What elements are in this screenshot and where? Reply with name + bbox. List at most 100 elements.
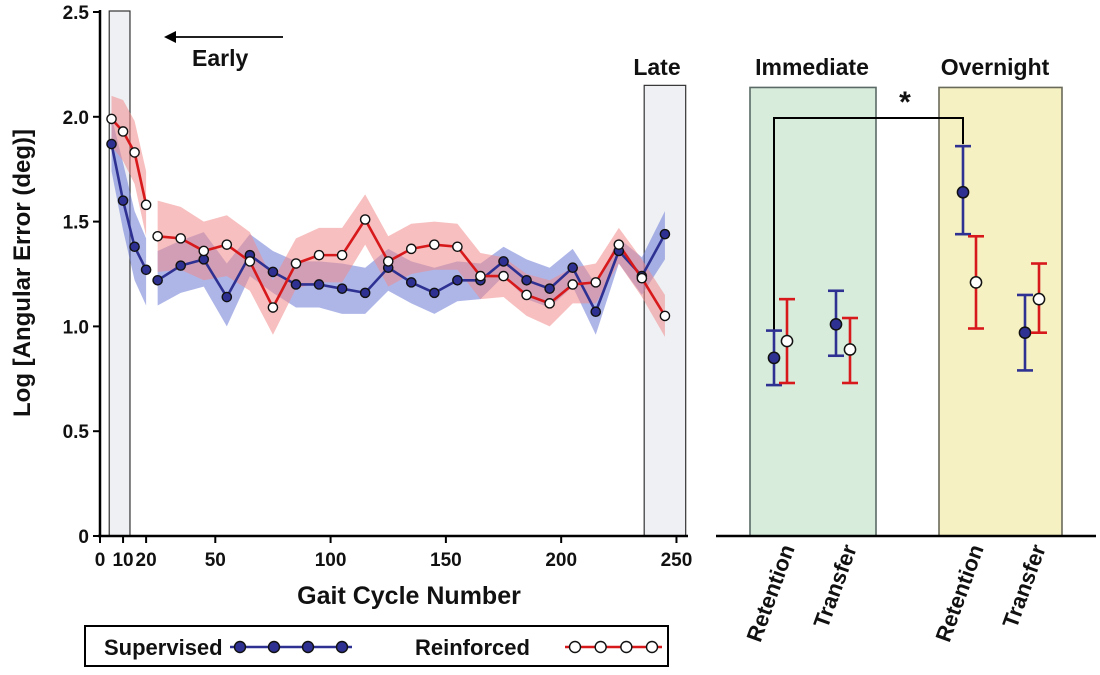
reinforced-point xyxy=(140,199,152,211)
reinforced-point xyxy=(359,214,371,225)
reinforced-point xyxy=(452,241,463,253)
early-label: Early xyxy=(192,45,248,71)
reinforced-point xyxy=(106,113,117,125)
supervised-point xyxy=(106,138,117,150)
legend-label-reinforced: Reinforced xyxy=(415,635,530,660)
supervised-line xyxy=(110,143,148,271)
reinforced-point xyxy=(521,289,532,301)
supervised-point xyxy=(117,195,129,206)
reinforced-mean-point xyxy=(969,276,983,289)
reinforced-point xyxy=(244,256,256,267)
x-tick-label: 0 xyxy=(95,550,106,571)
error-bars xyxy=(766,144,1047,387)
category-label: Transfer xyxy=(809,541,862,632)
category-label: Transfer xyxy=(998,541,1051,632)
y-tick-label: 2.0 xyxy=(63,108,89,129)
reinforced-point xyxy=(382,256,394,267)
supervised-point xyxy=(429,287,440,299)
reinforced-point xyxy=(175,233,187,244)
y-tick-label: 2.5 xyxy=(63,3,90,24)
overnight-label: Overnight xyxy=(941,54,1050,80)
supervised-mean-point xyxy=(829,317,843,331)
significance-bracket xyxy=(773,117,964,331)
category-label: Retention xyxy=(931,541,989,645)
reinforced-point xyxy=(117,126,129,137)
y-tick-label: 0.5 xyxy=(63,422,90,443)
reinforced-point xyxy=(221,239,233,250)
reinforced-band xyxy=(157,194,665,337)
reinforced-point xyxy=(313,249,325,261)
supervised-mean-point xyxy=(1018,326,1032,340)
supervised-point xyxy=(290,279,302,290)
x-tick-label: 150 xyxy=(430,550,462,571)
immediate-box xyxy=(749,86,877,537)
legend-marker xyxy=(301,640,315,654)
legend-symbol-reinforced xyxy=(565,640,662,654)
supervised-point xyxy=(521,274,532,286)
reinforced-point xyxy=(590,277,602,288)
significance-star: * xyxy=(899,86,911,119)
supervised-point xyxy=(544,283,555,294)
x-tick-label: 50 xyxy=(205,550,226,571)
reinforced-point xyxy=(544,298,555,309)
reinforced-mean-point xyxy=(1032,292,1046,306)
supervised-point xyxy=(452,274,463,286)
y-tick-label: 0 xyxy=(78,527,89,548)
reinforced-mean-point xyxy=(843,343,857,356)
x-axis-label: Gait Cycle Number xyxy=(297,582,521,610)
supervised-mean-point xyxy=(767,351,781,365)
reinforced-point xyxy=(567,279,579,290)
retention-transfer-panel: Immediate Overnight * Retention Transfer R… xyxy=(716,54,1096,645)
early-annotation: Early xyxy=(164,31,283,71)
y-axis-ticks: 0 0.5 1.0 1.5 2.0 2.5 xyxy=(63,3,100,548)
supervised-point xyxy=(567,262,579,274)
supervised-band xyxy=(111,116,147,306)
x-tick-label: 10 xyxy=(112,550,133,571)
immediate-label: Immediate xyxy=(755,54,869,80)
reinforced-line xyxy=(110,118,148,206)
overnight-box xyxy=(938,86,1063,537)
legend-marker xyxy=(620,640,633,654)
supervised-point xyxy=(336,283,348,294)
early-arrowhead-icon xyxy=(164,31,176,43)
supervised-point xyxy=(152,274,163,286)
x-axis-ticks: 0 10 20 50 100 150 200 250 xyxy=(95,536,693,571)
reinforced-point xyxy=(129,147,140,158)
supervised-point xyxy=(659,228,671,240)
time-course-panel: 0 0.5 1.0 1.5 2.0 2.5 0 10 20 50 100 150 200 250 Log… xyxy=(9,3,692,610)
y-tick-label: 1.0 xyxy=(63,317,89,338)
reinforced-mean-point xyxy=(780,334,794,348)
reinforced-point xyxy=(198,245,210,257)
legend-marker xyxy=(568,640,582,654)
category-label: Retention xyxy=(742,541,800,645)
series-points xyxy=(106,113,671,322)
reinforced-point xyxy=(659,310,671,322)
reinforced-point xyxy=(336,249,348,261)
supervised-point xyxy=(221,291,233,303)
late-label: Late xyxy=(633,54,680,80)
legend-marker xyxy=(233,640,247,654)
legend: Supervised Reinforced xyxy=(84,625,669,667)
y-axis-label: Log [Angular Error (deg)] xyxy=(9,129,36,417)
reinforced-point xyxy=(267,302,279,313)
reinforced-point xyxy=(405,243,417,255)
supervised-point xyxy=(175,260,187,271)
supervised-mean-point xyxy=(956,185,970,199)
legend-marker xyxy=(335,640,349,654)
legend-label-supervised: Supervised xyxy=(104,635,223,660)
reinforced-point xyxy=(613,239,625,250)
x-tick-label: 20 xyxy=(136,550,157,571)
reinforced-point xyxy=(290,258,302,269)
legend-symbol-supervised xyxy=(230,640,352,654)
reinforced-point xyxy=(475,270,486,282)
x-tick-label: 200 xyxy=(545,550,577,571)
category-labels: Retention Transfer Retention Transfer xyxy=(742,541,1051,645)
legend-marker xyxy=(645,640,659,654)
supervised-point xyxy=(140,264,152,276)
x-tick-label: 250 xyxy=(661,550,693,571)
supervised-point xyxy=(267,266,279,278)
early-region xyxy=(108,10,131,537)
supervised-point xyxy=(313,279,325,290)
